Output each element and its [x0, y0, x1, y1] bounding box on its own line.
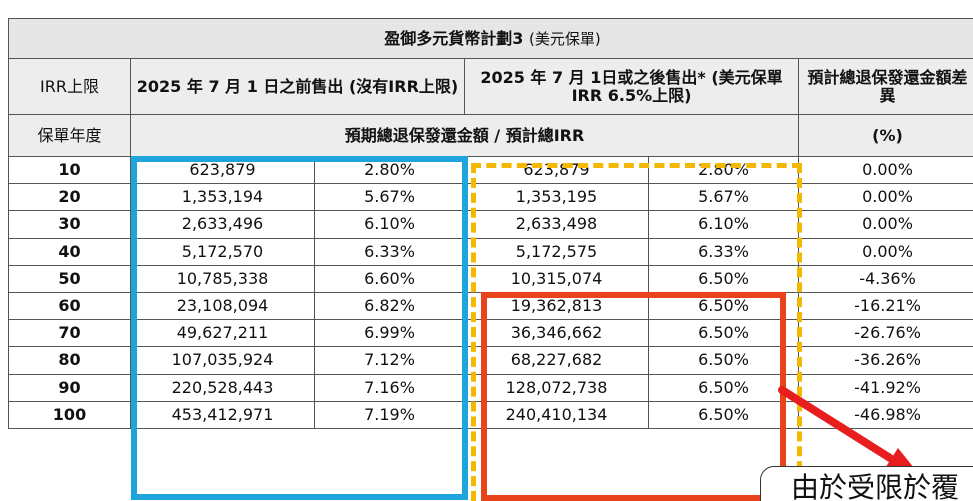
header-row-2: 保單年度 預期總退保發還金額 / 預計總IRR (%) [8, 114, 973, 157]
after-irr: 6.50% [648, 264, 799, 293]
policy-year: 50 [8, 264, 131, 293]
table-row: 40 5,172,570 6.33% 5,172,575 6.33% 0.00% [8, 237, 973, 266]
before-amount: 1,353,194 [130, 183, 315, 212]
after-amount: 2,633,498 [464, 210, 649, 239]
before-irr: 7.19% [314, 400, 465, 429]
pct-label: (%) [798, 114, 973, 157]
table-row: 20 1,353,194 5.67% 1,353,195 5.67% 0.00% [8, 183, 973, 212]
policy-year: 70 [8, 319, 131, 348]
after-amount: 1,353,195 [464, 183, 649, 212]
before-amount: 107,035,924 [130, 346, 315, 375]
title-sub: (美元保單) [529, 29, 601, 48]
policy-year: 20 [8, 183, 131, 212]
diff-pct: -46.98% [798, 400, 973, 429]
col-after-header: 2025 年 7 月 1日或之後售出* (美元保單IRR 6.5%上限) [464, 58, 799, 115]
after-irr: 6.50% [648, 400, 799, 429]
table-row: 50 10,785,338 6.60% 10,315,074 6.50% -4.… [8, 264, 973, 293]
after-amount: 5,172,575 [464, 237, 649, 266]
after-amount: 240,410,134 [464, 400, 649, 429]
diff-pct: -36.26% [798, 346, 973, 375]
diff-pct: 0.00% [798, 210, 973, 239]
policy-year: 100 [8, 400, 131, 429]
col-before-header: 2025 年 7 月 1 日之前售出 (沒有IRR上限) [130, 58, 465, 115]
diff-pct: 0.00% [798, 237, 973, 266]
policy-year: 60 [8, 291, 131, 321]
title-main: 盈御多元貨幣計劃3 [384, 28, 524, 48]
after-amount: 19,362,813 [464, 291, 649, 321]
after-irr: 6.50% [648, 373, 799, 402]
before-irr: 7.12% [314, 346, 465, 375]
before-irr: 2.80% [314, 155, 465, 185]
before-amount: 23,108,094 [130, 291, 315, 321]
diff-pct: -26.76% [798, 319, 973, 348]
after-irr: 6.10% [648, 210, 799, 239]
before-irr: 6.10% [314, 210, 465, 239]
diff-pct: -4.36% [798, 264, 973, 293]
before-amount: 49,627,211 [130, 319, 315, 348]
after-irr: 6.50% [648, 291, 799, 321]
callout-text: 由於受限於覆 [791, 471, 960, 501]
after-irr: 6.50% [648, 346, 799, 375]
policy-year: 10 [8, 155, 131, 185]
before-irr: 6.33% [314, 237, 465, 266]
policy-year-label: 保單年度 [8, 114, 131, 157]
before-amount: 5,172,570 [130, 237, 315, 266]
policy-year: 80 [8, 346, 131, 375]
diff-pct: -16.21% [798, 291, 973, 321]
irr-comparison-table: 盈御多元貨幣計劃3 (美元保單) IRR上限 2025 年 7 月 1 日之前售… [8, 18, 973, 429]
after-irr: 2.80% [648, 155, 799, 185]
after-irr: 6.33% [648, 237, 799, 266]
after-irr: 6.50% [648, 319, 799, 348]
table-row: 70 49,627,211 6.99% 36,346,662 6.50% -26… [8, 319, 973, 348]
table-row: 10 623,879 2.80% 623,879 2.80% 0.00% [8, 155, 973, 185]
table-row: 30 2,633,496 6.10% 2,633,498 6.10% 0.00% [8, 210, 973, 239]
irr-cap-label: IRR上限 [8, 58, 131, 115]
after-amount: 623,879 [464, 155, 649, 185]
before-amount: 623,879 [130, 155, 315, 185]
col-diff-header: 預計總退保發還金額差異 [798, 58, 973, 115]
after-amount: 128,072,738 [464, 373, 649, 402]
before-irr: 5.67% [314, 183, 465, 212]
before-irr: 6.82% [314, 291, 465, 321]
diff-pct: 0.00% [798, 155, 973, 185]
after-amount: 68,227,682 [464, 346, 649, 375]
after-amount: 36,346,662 [464, 319, 649, 348]
after-irr: 5.67% [648, 183, 799, 212]
table-row: 100 453,412,971 7.19% 240,410,134 6.50% … [8, 400, 973, 429]
table-title: 盈御多元貨幣計劃3 (美元保單) [8, 18, 973, 59]
diff-pct: -41.92% [798, 373, 973, 402]
before-amount: 453,412,971 [130, 400, 315, 429]
before-amount: 220,528,443 [130, 373, 315, 402]
before-amount: 10,785,338 [130, 264, 315, 293]
header-row-1: IRR上限 2025 年 7 月 1 日之前售出 (沒有IRR上限) 2025 … [8, 58, 973, 115]
policy-year: 90 [8, 373, 131, 402]
callout-bubble: 由於受限於覆 [760, 466, 973, 501]
projected-label: 預期總退保發還金額 / 預計總IRR [130, 114, 799, 157]
before-amount: 2,633,496 [130, 210, 315, 239]
table-title-row: 盈御多元貨幣計劃3 (美元保單) [8, 18, 973, 59]
policy-year: 40 [8, 237, 131, 266]
before-irr: 7.16% [314, 373, 465, 402]
diff-pct: 0.00% [798, 183, 973, 212]
after-amount: 10,315,074 [464, 264, 649, 293]
policy-year: 30 [8, 210, 131, 239]
table-row: 80 107,035,924 7.12% 68,227,682 6.50% -3… [8, 346, 973, 375]
before-irr: 6.99% [314, 319, 465, 348]
before-irr: 6.60% [314, 264, 465, 293]
table-row: 60 23,108,094 6.82% 19,362,813 6.50% -16… [8, 291, 973, 321]
table-row: 90 220,528,443 7.16% 128,072,738 6.50% -… [8, 373, 973, 402]
